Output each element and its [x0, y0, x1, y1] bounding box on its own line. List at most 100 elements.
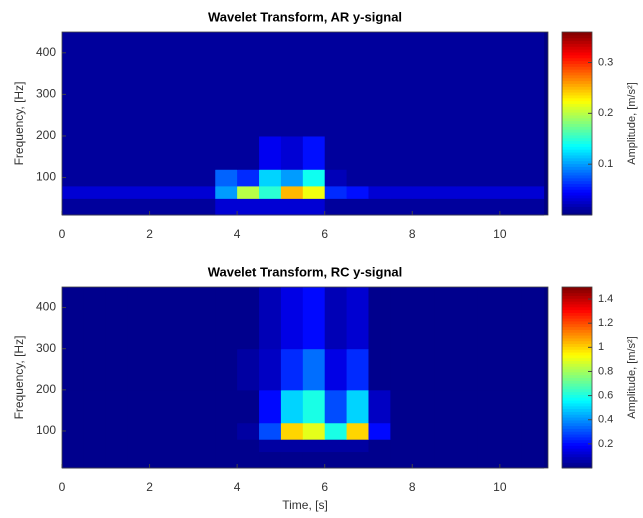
- heatmap-cell: [434, 348, 457, 391]
- colorbar-segment: [562, 366, 592, 370]
- colorbar-segment: [562, 83, 592, 87]
- heatmap-cell: [390, 439, 413, 453]
- heatmap-cell: [368, 185, 391, 199]
- heatmap-cell: [215, 451, 238, 469]
- colorbar-segment: [562, 77, 592, 82]
- colorbar-segment: [562, 397, 592, 401]
- colorbar-segment: [562, 451, 592, 455]
- x-tick-label: 4: [234, 227, 241, 241]
- colorbar-segment: [562, 428, 592, 432]
- heatmap-cell: [456, 422, 479, 440]
- heatmap-cell: [368, 32, 391, 95]
- heatmap-cell: [105, 135, 129, 170]
- colorbar-segment: [562, 86, 592, 90]
- heatmap-cell: [499, 389, 523, 424]
- heatmap-cell: [127, 287, 151, 350]
- heatmap-cell: [390, 451, 413, 469]
- colorbar-segment: [562, 371, 592, 376]
- heatmap-cell: [127, 198, 151, 216]
- colorbar-segment: [562, 391, 592, 395]
- colorbar-segment: [562, 343, 592, 347]
- heatmap-cell: [83, 135, 107, 170]
- heatmap-cell: [456, 185, 479, 199]
- heatmap-cell: [412, 422, 435, 440]
- heatmap-cell: [127, 451, 151, 469]
- heatmap-cell: [456, 94, 479, 137]
- colorbar-segment: [562, 209, 592, 213]
- heatmap-cell: [237, 32, 260, 95]
- colorbar-label: Amplitude, [m/s²]: [626, 336, 638, 419]
- heatmap-cell: [149, 185, 172, 199]
- heatmap-cell: [390, 169, 413, 187]
- heatmap-cell: [259, 287, 282, 350]
- heatmap-cell: [171, 287, 194, 350]
- colorbar-segment: [562, 94, 592, 99]
- heatmap-cell: [302, 185, 326, 199]
- colorbar-segment: [562, 132, 592, 136]
- heatmap-cell: [193, 169, 216, 187]
- colorbar-segment: [562, 462, 592, 466]
- heatmap-cell: [127, 389, 151, 424]
- colorbar-tick-label: 1.2: [598, 317, 613, 329]
- heatmap-cell: [171, 451, 194, 469]
- colorbar-tick-label: 1.4: [598, 293, 613, 305]
- heatmap-cell: [477, 169, 501, 187]
- colorbar-segment: [562, 106, 592, 110]
- colorbar-tick-label: 1: [598, 341, 604, 353]
- heatmap-cell: [302, 287, 326, 350]
- colorbar-tick-label: 0.3: [598, 56, 613, 68]
- heatmap-cell: [368, 348, 391, 391]
- heatmap-cell: [477, 287, 501, 350]
- heatmap-cell: [390, 135, 413, 170]
- colorbar-segment: [562, 320, 592, 325]
- x-tick-label: 10: [493, 227, 507, 241]
- heatmap-cell: [324, 32, 348, 95]
- heatmap-cell: [477, 389, 501, 424]
- heatmap-cell: [477, 198, 501, 216]
- heatmap-cell: [280, 422, 304, 440]
- heatmap-cell: [412, 439, 435, 453]
- colorbar-segment: [562, 326, 592, 330]
- colorbar-segment: [562, 402, 592, 407]
- x-tick-label: 6: [321, 480, 328, 494]
- colorbar-segment: [562, 377, 592, 381]
- colorbar-segment: [562, 203, 592, 207]
- colorbar-segment: [562, 383, 592, 387]
- heatmap-cell: [259, 389, 282, 424]
- heatmap-cell: [280, 198, 304, 216]
- heatmap-cell: [434, 32, 457, 95]
- heatmap-cell: [62, 439, 85, 453]
- colorbar-segment: [562, 192, 592, 196]
- heatmap-cell: [456, 32, 479, 95]
- colorbar-segment: [562, 349, 592, 353]
- heatmap-cell: [368, 422, 391, 440]
- axes-frame: [61, 31, 549, 216]
- heatmap-cell: [171, 198, 194, 216]
- colorbar-segment: [562, 163, 592, 167]
- heatmap-cell: [521, 422, 545, 440]
- colorbar-segment: [562, 126, 592, 130]
- y-tick-label: 400: [36, 300, 56, 314]
- heatmap-cell: [149, 389, 172, 424]
- heatmap-cell: [259, 451, 282, 469]
- heatmap-cell: [521, 451, 545, 469]
- colorbar-segment: [562, 186, 592, 190]
- heatmap-cell: [259, 94, 282, 137]
- colorbar-segment: [562, 137, 592, 142]
- heatmap-cell: [105, 287, 129, 350]
- colorbar-segment: [562, 388, 592, 393]
- x-tick-label: 6: [321, 227, 328, 241]
- heatmap-cell: [324, 422, 348, 440]
- colorbar-segment: [562, 456, 592, 461]
- heatmap-cell: [390, 422, 413, 440]
- heatmap-cell: [324, 389, 348, 424]
- heatmap-cell: [390, 32, 413, 95]
- heatmap-cell: [324, 287, 348, 350]
- heatmap-cell: [280, 185, 304, 199]
- heatmap-cell: [280, 348, 304, 391]
- heatmap-cell: [62, 169, 85, 187]
- heatmap-cell: [237, 169, 260, 187]
- heatmap-cell: [434, 287, 457, 350]
- colorbar-segment: [562, 374, 592, 378]
